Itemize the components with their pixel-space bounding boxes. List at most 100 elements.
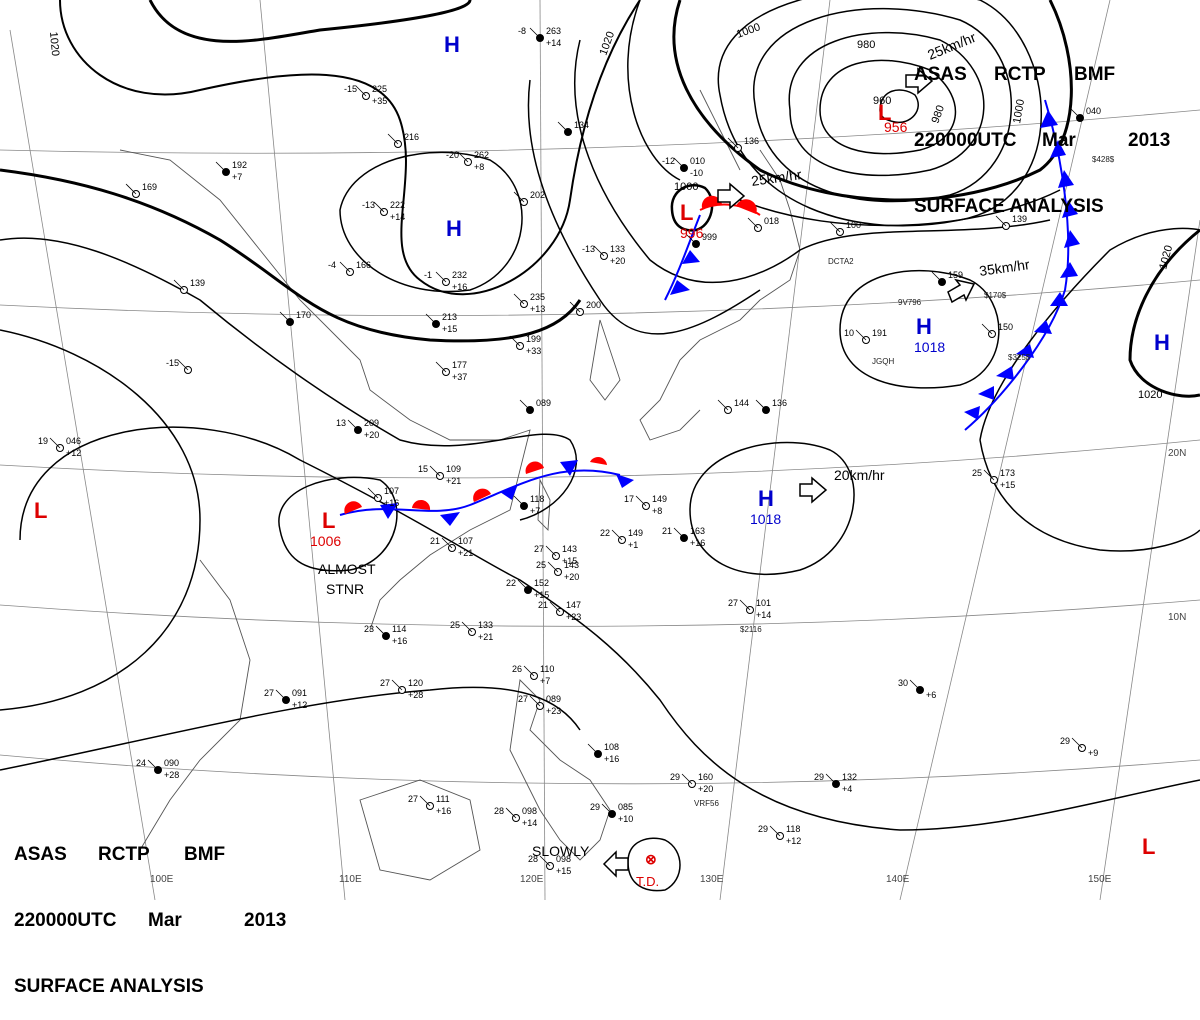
header-line-3: SURFACE ANALYSIS <box>914 196 1170 218</box>
station-plot: -13 133 +20 <box>582 244 625 266</box>
wind-barb-icon <box>727 137 739 149</box>
wind-barb-icon <box>517 579 529 591</box>
warm-bumps <box>344 457 607 514</box>
high-pressure-symbol: H <box>758 486 774 511</box>
wind-barb-icon <box>931 271 943 283</box>
td-center-icon: ⊗ <box>645 851 657 867</box>
isobar-low-ring3 <box>752 8 1013 203</box>
station-temp: -1 <box>424 270 432 280</box>
isobar-east-h <box>1128 228 1200 398</box>
ship-label: 9V796 <box>898 298 922 307</box>
station-pressure: 200 <box>586 300 601 310</box>
station-plot: 21 163 +16 <box>662 526 705 548</box>
fronts <box>339 99 1080 526</box>
station-plot: 19 046 +12 <box>38 436 81 458</box>
station-plot: 136 <box>755 398 787 414</box>
station-plot: 107+16 <box>367 486 399 508</box>
header-title: SURFACE ANALYSIS <box>14 976 204 997</box>
station-tendency: +20 <box>610 256 625 266</box>
coast-korea <box>589 319 621 401</box>
header-year: 2013 <box>1128 130 1171 151</box>
wind-barb-icon <box>215 161 227 173</box>
station-plot: 29 160 +20 <box>670 772 713 794</box>
coastlines <box>119 89 801 881</box>
isobar-label: 1000 <box>1011 98 1027 124</box>
isobar-low-ring2 <box>788 31 985 177</box>
wind-barb-icon <box>829 221 841 233</box>
wind-barb-icon <box>275 689 287 701</box>
station-plot: 29 +9 <box>1060 736 1098 758</box>
station-plot: 21 147 +23 <box>538 600 581 622</box>
motion-arrow-td <box>602 850 629 878</box>
header-bottom-left: ASAS RCTP BMF 220000UTC Mar 2013 SURFACE… <box>14 800 286 1020</box>
wind-barb-icon <box>557 121 569 133</box>
isobar-1000-main <box>672 0 1073 202</box>
station-temp: -8 <box>518 26 526 36</box>
station-tendency: +20 <box>364 430 379 440</box>
station-plot: 24 090 +28 <box>136 758 179 780</box>
isobar-high-nw <box>339 151 523 293</box>
isobar-1012 <box>527 79 761 335</box>
low-pressure-symbol: L <box>34 498 47 523</box>
wind-barb-icon <box>601 803 613 815</box>
cold-barbs-996 <box>670 250 700 295</box>
isobar-1024-north <box>148 0 472 43</box>
station-pressure: 192 <box>232 160 247 170</box>
station-pressure: 177 <box>452 360 467 370</box>
station-pressure: 133 <box>478 620 493 630</box>
motion-speed-996: 25km/hr <box>750 166 803 189</box>
graticule <box>0 0 1200 900</box>
station-temp: 22 <box>600 528 610 538</box>
station-temp: 29 <box>1060 736 1070 746</box>
station-tendency: +20 <box>564 572 579 582</box>
station-temp: 22 <box>506 578 516 588</box>
header-year: 2013 <box>244 910 287 931</box>
annotations: ALMOST STNR SLOWLY <box>318 561 590 859</box>
isobar-low-996 <box>670 184 714 232</box>
station-tendency: +4 <box>842 784 852 794</box>
station-plot: 200 <box>569 300 601 316</box>
annotation-stnr: STNR <box>326 581 364 597</box>
ship-label: $428$ <box>1092 155 1115 164</box>
station-temp: 27 <box>408 794 418 804</box>
wind-barb-icon <box>373 201 385 213</box>
ship-labels: JGQH 9V796 DCTA2 $2116 $428$ $325$ $170$… <box>694 155 1115 808</box>
station-tendency: +15 <box>562 556 577 566</box>
station-plot: 27 111 +16 <box>408 794 451 816</box>
wind-barb-icon <box>505 807 517 819</box>
isobar-1016 <box>0 168 582 343</box>
wind-barb-icon <box>681 773 693 785</box>
station-pressure: 170 <box>296 310 311 320</box>
station-plot: 21 107 +21 <box>430 536 473 558</box>
wind-barb-icon <box>367 487 379 499</box>
station-pressure: 143 <box>562 544 577 554</box>
lat-label-10n: 10N <box>1168 612 1186 623</box>
station-temp: 28 <box>528 854 538 864</box>
wind-barb-icon <box>529 27 541 39</box>
motion-speed-1018e: 35km/hr <box>978 256 1031 279</box>
wind-barb-icon <box>125 183 137 195</box>
station-temp: -13 <box>362 200 375 210</box>
station-pressure: 089 <box>536 398 551 408</box>
warm-bumps-996 <box>701 195 757 214</box>
wind-barb-icon <box>177 359 189 371</box>
station-plot: 170 <box>279 310 311 326</box>
station-tendency: +1 <box>628 540 638 550</box>
station-pressure: 136 <box>772 398 787 408</box>
motion-arrow-996 <box>717 182 746 210</box>
station-plot: 089 <box>519 398 551 414</box>
header-station: RCTP <box>98 844 150 865</box>
station-pressure: 101 <box>756 598 771 608</box>
station-temp: 25 <box>450 620 460 630</box>
station-pressure: 139 <box>1012 214 1027 224</box>
station-plot: 118+7 <box>513 494 544 516</box>
station-pressure: 139 <box>190 278 205 288</box>
station-plot: 22 149 +1 <box>600 528 643 550</box>
wind-barb-icon <box>387 133 399 145</box>
station-temp: 27 <box>264 688 274 698</box>
station-pressure: 111 <box>436 794 450 804</box>
station-tendency: +21 <box>478 632 493 642</box>
parallel-10n <box>0 599 1200 627</box>
header-agency: ASAS <box>14 844 67 865</box>
